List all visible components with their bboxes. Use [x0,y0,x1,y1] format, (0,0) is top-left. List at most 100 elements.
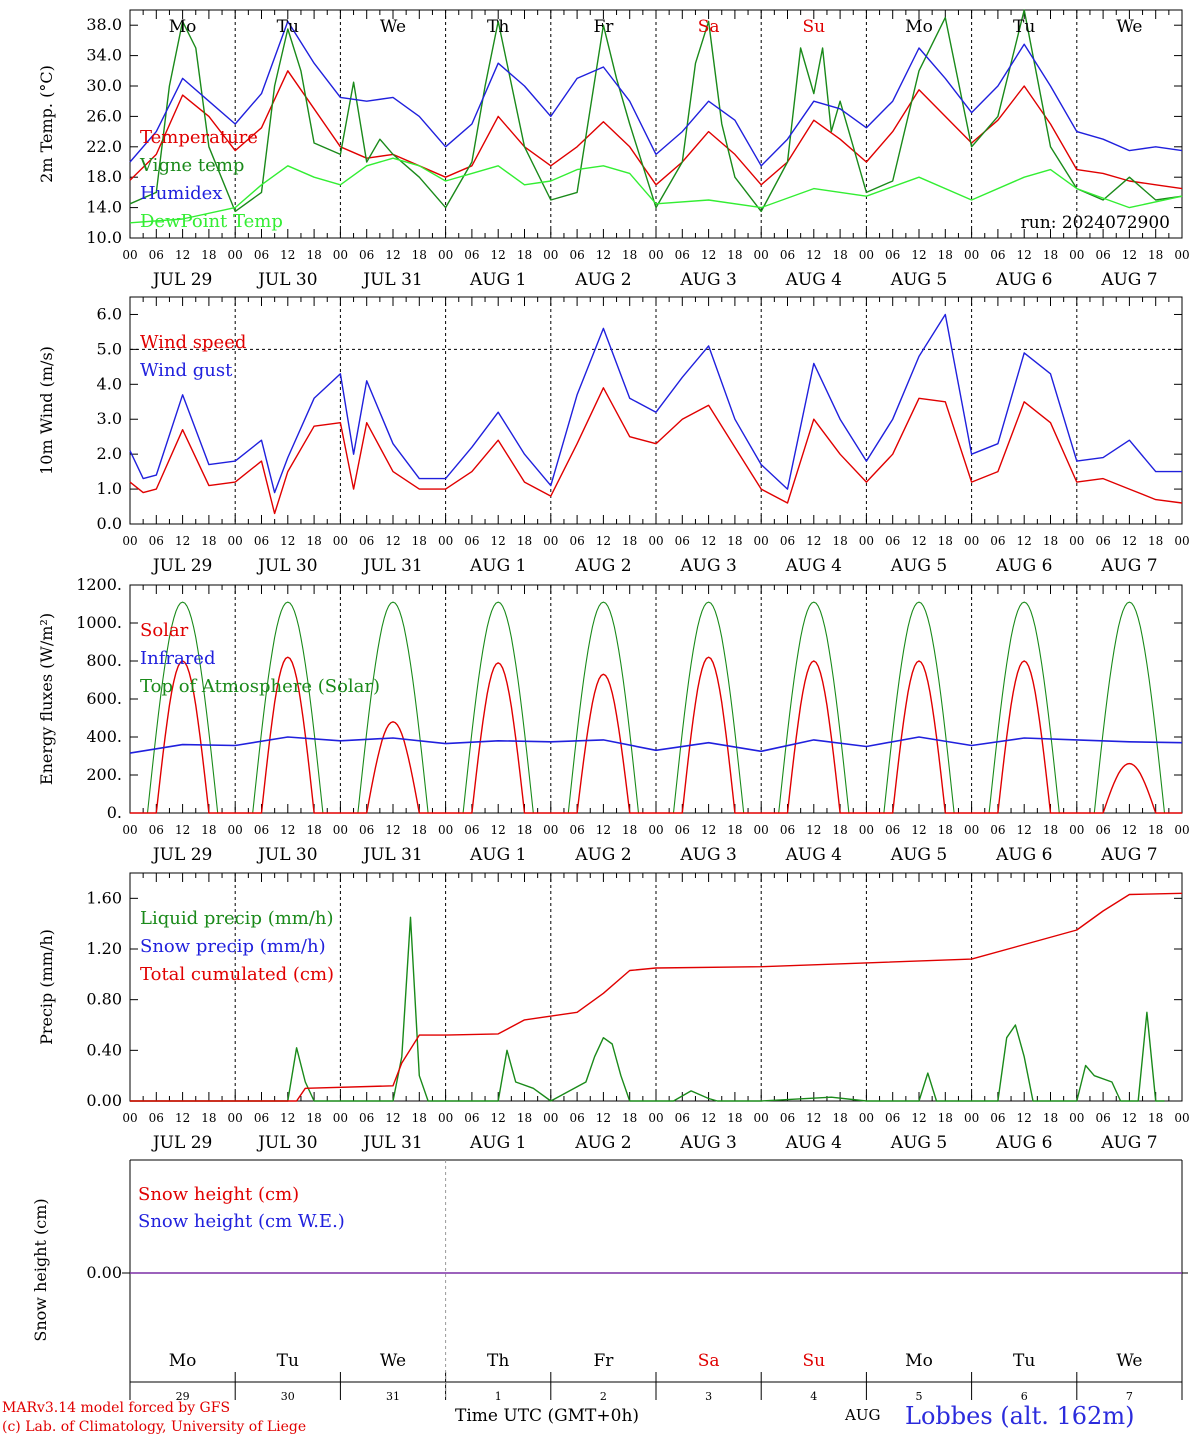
precip-hour-label: 00 [859,1111,874,1125]
snow-day-number: 4 [810,1390,817,1403]
temp-weekday-label: Mo [905,17,933,37]
temp-hour-label: 06 [990,248,1005,262]
energy-hour-label: 00 [859,823,874,837]
wind-hour-label: 18 [1148,534,1163,548]
temp-legend-3: DewPoint Temp [140,211,283,232]
precip-series-0 [130,916,1165,1102]
snow-weekday-label: Su [802,1351,825,1371]
snow-weekday-label: Tu [1013,1351,1035,1371]
temp-hour-label: 00 [228,248,243,262]
energy-date-label: AUG 5 [890,845,947,865]
precip-y-tick-label: 1.20 [86,939,122,958]
precip-hour-label: 12 [1017,1111,1032,1125]
wind-hour-label: 12 [701,534,716,548]
snow-legend-0: Snow height (cm) [138,1184,299,1205]
temp-weekday-label: Tu [1013,17,1035,37]
wind-y-tick-label: 1.0 [97,479,122,498]
temp-legend-0: Temperature [140,127,258,148]
temp-date-label: AUG 3 [679,270,736,290]
wind-hour-label: 18 [306,534,321,548]
wind-hour-label: 00 [1174,534,1189,548]
precip-legend-0: Liquid precip (mm/h) [140,908,334,929]
wind-hour-label: 00 [228,534,243,548]
precip-y-tick-label: 0.00 [86,1091,122,1110]
temp-hour-label: 18 [517,248,532,262]
temp-hour-label: 12 [491,248,506,262]
energy-hour-label: 06 [149,823,164,837]
temp-hour-label: 18 [201,248,216,262]
snow-weekday-label: We [380,1351,406,1371]
precip-hour-label: 18 [938,1111,953,1125]
temp-y-tick-label: 30.0 [86,76,122,95]
temp-hour-label: 12 [385,248,400,262]
energy-hour-label: 18 [306,823,321,837]
station-label: Lobbes (alt. 162m) [905,1402,1135,1430]
wind-y-axis-label: 10m Wind (m/s) [37,346,56,475]
temp-hour-label: 18 [1043,248,1058,262]
wind-hour-label: 18 [201,534,216,548]
energy-hour-label: 12 [280,823,295,837]
precip-hour-label: 18 [727,1111,742,1125]
wind-y-tick-label: 3.0 [97,409,122,428]
energy-hour-label: 06 [359,823,374,837]
temp-y-tick-label: 38.0 [86,15,122,34]
energy-hour-label: 06 [675,823,690,837]
precip-hour-label: 06 [885,1111,900,1125]
precip-hour-label: 18 [201,1111,216,1125]
temp-hour-label: 06 [675,248,690,262]
energy-date-label: AUG 1 [469,845,526,865]
wind-hour-label: 12 [491,534,506,548]
energy-date-label: AUG 3 [679,845,736,865]
wind-hour-label: 18 [832,534,847,548]
temp-date-label: AUG 4 [785,270,842,290]
energy-date-label: AUG 2 [574,845,631,865]
wind-hour-label: 12 [806,534,821,548]
wind-hour-label: 06 [780,534,795,548]
energy-hour-label: 06 [464,823,479,837]
precip-hour-label: 12 [1122,1111,1137,1125]
energy-date-label: AUG 7 [1100,845,1157,865]
precip-hour-label: 12 [491,1111,506,1125]
energy-solar-series [130,656,1182,814]
precip-series-2 [130,892,1183,1102]
temp-hour-label: 00 [438,248,453,262]
energy-y-tick-label: 600. [86,689,122,708]
snow-legend-1: Snow height (cm W.E.) [138,1211,345,1232]
energy-hour-label: 12 [911,823,926,837]
wind-y-tick-label: 4.0 [97,374,122,393]
snow-weekday-label: Mo [905,1351,933,1371]
temp-hour-label: 12 [806,248,821,262]
precip-hour-label: 12 [596,1111,611,1125]
snow-day-number: 7 [1126,1390,1133,1403]
wind-date-label: AUG 1 [469,556,526,576]
precip-date-label: AUG 6 [995,1133,1052,1153]
wind-hour-label: 00 [543,534,558,548]
snow-day-number: 5 [916,1390,923,1403]
precip-hour-label: 12 [701,1111,716,1125]
precip-hour-label: 00 [1069,1111,1084,1125]
wind-hour-label: 06 [149,534,164,548]
energy-hour-label: 18 [622,823,637,837]
wind-hour-label: 06 [359,534,374,548]
wind-hour-label: 00 [333,534,348,548]
wind-hour-label: 12 [1017,534,1032,548]
wind-hour-label: 06 [1095,534,1110,548]
precip-hour-label: 18 [517,1111,532,1125]
precip-hour-label: 06 [569,1111,584,1125]
precip-hour-label: 06 [675,1111,690,1125]
snow-day-number: 3 [705,1390,712,1403]
precip-hour-label: 12 [806,1111,821,1125]
precip-date-label: AUG 2 [574,1133,631,1153]
wind-legend-0: Wind speed [140,332,246,353]
precip-hour-label: 12 [280,1111,295,1125]
wind-hour-label: 12 [385,534,400,548]
temp-hour-label: 12 [596,248,611,262]
energy-hour-label: 18 [517,823,532,837]
wind-y-tick-label: 2.0 [97,444,122,463]
precip-hour-label: 00 [964,1111,979,1125]
temp-y-tick-label: 18.0 [86,167,122,186]
temp-hour-label: 00 [1069,248,1084,262]
temp-date-label: JUL 30 [256,270,317,290]
precip-legend-2: Total cumulated (cm) [140,964,334,985]
